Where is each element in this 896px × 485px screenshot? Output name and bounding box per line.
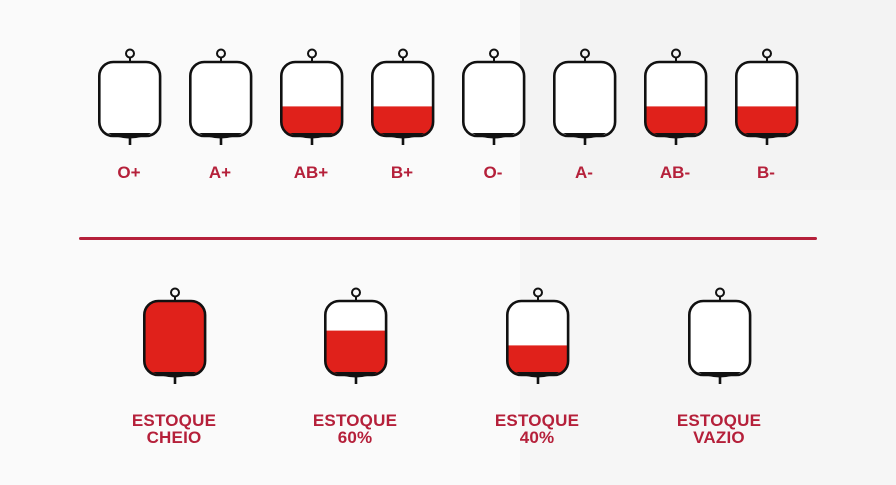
legend-label-line2: VAZIO [693,428,745,447]
blood-type-label: B+ [390,163,414,182]
blood-bag-icon [643,48,709,146]
legend-label-line1: ESTOQUE [494,411,580,430]
legend-label-line2: 60% [337,428,373,447]
blood-bag-icon [97,48,163,146]
legend-label: ESTOQUE VAZIO [654,412,784,446]
legend-label-line2: 40% [519,428,555,447]
blood-type-label: O+ [117,163,141,182]
legend-label-line2: CHEIO [146,428,202,447]
blood-type-label: O- [483,163,503,182]
legend-bag-icon [687,287,753,385]
legend-label-line1: ESTOQUE [312,411,398,430]
blood-bag-icon [279,48,345,146]
blood-bag-icon [188,48,254,146]
legend-label: ESTOQUE CHEIO [109,412,239,446]
blood-bag-icon [734,48,800,146]
legend-label: ESTOQUE 40% [472,412,602,446]
blood-type-label: AB- [659,163,691,182]
legend-label: ESTOQUE 60% [290,412,420,446]
blood-type-label: A- [575,163,593,182]
legend-label-line1: ESTOQUE [131,411,217,430]
legend-bag-icon [505,287,571,385]
blood-type-label: AB+ [293,163,329,182]
blood-type-label: A+ [208,163,232,182]
section-divider [79,237,817,240]
legend-bag-icon [323,287,389,385]
legend-bag-icon [142,287,208,385]
blood-bag-icon [370,48,436,146]
blood-bag-icon [461,48,527,146]
blood-bag-icon [552,48,618,146]
blood-type-label: B- [757,163,775,182]
legend-label-line1: ESTOQUE [676,411,762,430]
